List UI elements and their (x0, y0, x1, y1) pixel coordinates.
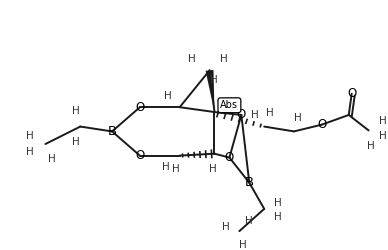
Text: H: H (209, 164, 217, 174)
Text: H: H (48, 154, 55, 164)
Text: O: O (135, 149, 145, 162)
Text: H: H (73, 106, 80, 116)
Text: H: H (162, 162, 170, 172)
Text: O: O (135, 101, 145, 114)
Text: H: H (379, 116, 386, 126)
Text: H: H (246, 216, 253, 226)
Polygon shape (206, 70, 215, 112)
Text: H: H (266, 108, 274, 118)
Text: O: O (237, 108, 246, 122)
Text: H: H (26, 131, 33, 141)
Text: H: H (274, 212, 282, 222)
Text: B: B (245, 176, 254, 189)
Text: H: H (379, 131, 386, 141)
Text: Abs: Abs (220, 100, 238, 110)
Text: H: H (73, 137, 80, 147)
Text: B: B (107, 125, 117, 138)
Text: H: H (251, 110, 259, 120)
Text: H: H (220, 54, 227, 64)
Text: H: H (222, 222, 229, 232)
Text: O: O (317, 118, 327, 131)
Text: H: H (367, 141, 374, 151)
Text: O: O (347, 87, 356, 100)
Text: H: H (26, 147, 33, 157)
Text: H: H (294, 113, 302, 123)
Text: H: H (188, 54, 196, 64)
Text: H: H (239, 240, 247, 250)
Text: H: H (210, 75, 217, 85)
Text: H: H (274, 198, 282, 208)
Text: O: O (225, 151, 234, 164)
Text: H: H (172, 164, 180, 174)
Text: H: H (164, 90, 171, 101)
